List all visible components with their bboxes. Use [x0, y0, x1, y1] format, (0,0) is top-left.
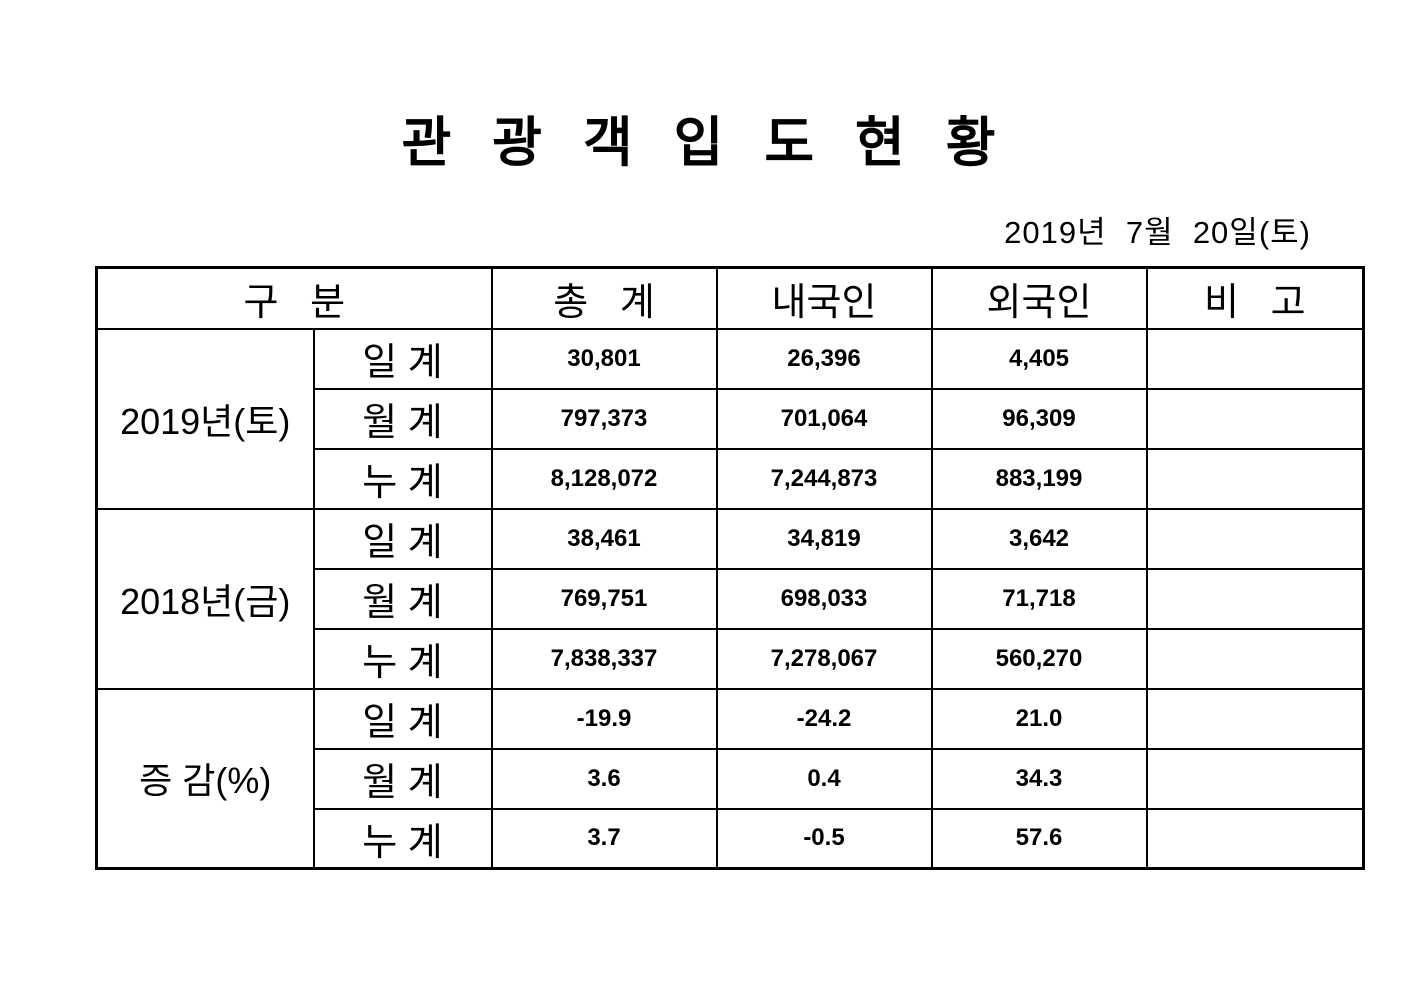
row-label-cumulative: 누 계 — [312, 627, 493, 690]
value-domestic: -0.5 — [715, 807, 933, 870]
value-foreign: 883,199 — [930, 447, 1148, 510]
header-row: 구 분 총 계 내국인 외국인 비 고 — [95, 266, 1365, 330]
row-label-monthly: 월 계 — [312, 567, 493, 630]
row-label-cumulative: 누 계 — [312, 447, 493, 510]
table-row: 월 계 797,373 701,064 96,309 — [97, 387, 1365, 450]
value-foreign: 57.6 — [930, 807, 1148, 870]
value-domestic: -24.2 — [715, 687, 933, 750]
value-total: 797,373 — [490, 387, 718, 450]
row-label-monthly: 월 계 — [312, 387, 493, 450]
table-row: 월 계 769,751 698,033 71,718 — [97, 567, 1365, 630]
row-label-daily: 일 계 — [312, 507, 493, 570]
value-total: -19.9 — [490, 687, 718, 750]
note-cell — [1145, 807, 1365, 870]
header-foreign: 외국인 — [930, 266, 1148, 330]
value-foreign: 4,405 — [930, 327, 1148, 390]
value-domestic: 34,819 — [715, 507, 933, 570]
value-domestic: 7,278,067 — [715, 627, 933, 690]
note-cell — [1145, 627, 1365, 690]
value-total: 30,801 — [490, 327, 718, 390]
value-domestic: 7,244,873 — [715, 447, 933, 510]
note-cell — [1145, 447, 1365, 510]
note-cell — [1145, 687, 1365, 750]
report-date: 2019년 7월 20일(토) — [1004, 215, 1311, 250]
value-domestic: 26,396 — [715, 327, 933, 390]
tourist-arrival-table: 구 분 총 계 내국인 외국인 비 고 2019년(토) 일 계 30,801 … — [95, 266, 1365, 870]
page-title: 관 광 객 입 도 현 황 — [401, 113, 1002, 173]
value-total: 8,128,072 — [490, 447, 718, 510]
header-category: 구 분 — [95, 266, 493, 330]
row-label-monthly: 월 계 — [312, 747, 493, 810]
header-note: 비 고 — [1145, 266, 1365, 330]
table-row: 월 계 3.6 0.4 34.3 — [97, 747, 1365, 810]
value-foreign: 560,270 — [930, 627, 1148, 690]
note-cell — [1145, 327, 1365, 390]
note-cell — [1145, 747, 1365, 810]
group-label-2018: 2018년(금) — [95, 507, 315, 690]
value-domestic: 698,033 — [715, 567, 933, 630]
value-foreign: 21.0 — [930, 687, 1148, 750]
header-domestic: 내국인 — [715, 266, 933, 330]
value-domestic: 701,064 — [715, 387, 933, 450]
header-total: 총 계 — [490, 266, 718, 330]
value-foreign: 96,309 — [930, 387, 1148, 450]
value-total: 7,838,337 — [490, 627, 718, 690]
value-foreign: 3,642 — [930, 507, 1148, 570]
table-row: 2019년(토) 일 계 30,801 26,396 4,405 — [95, 327, 1365, 510]
row-label-daily: 일 계 — [312, 687, 493, 750]
row-label-cumulative: 누 계 — [312, 807, 493, 870]
value-total: 3.7 — [490, 807, 718, 870]
row-label-daily: 일 계 — [312, 327, 493, 390]
table-row: 증 감(%) 일 계 -19.9 -24.2 21.0 — [95, 687, 1365, 870]
table-row: 누 계 3.7 -0.5 57.6 — [97, 807, 1365, 870]
value-total: 769,751 — [490, 567, 718, 630]
value-foreign: 34.3 — [930, 747, 1148, 810]
table-row: 누 계 7,838,337 7,278,067 560,270 — [97, 627, 1365, 690]
table-row: 누 계 8,128,072 7,244,873 883,199 — [97, 447, 1365, 510]
table-row: 2018년(금) 일 계 38,461 34,819 3,642 — [95, 507, 1365, 690]
value-domestic: 0.4 — [715, 747, 933, 810]
note-cell — [1145, 507, 1365, 570]
note-cell — [1145, 387, 1365, 450]
group-label-change-pct: 증 감(%) — [95, 687, 315, 870]
value-foreign: 71,718 — [930, 567, 1148, 630]
group-label-2019: 2019년(토) — [95, 327, 315, 510]
value-total: 38,461 — [490, 507, 718, 570]
value-total: 3.6 — [490, 747, 718, 810]
note-cell — [1145, 567, 1365, 630]
